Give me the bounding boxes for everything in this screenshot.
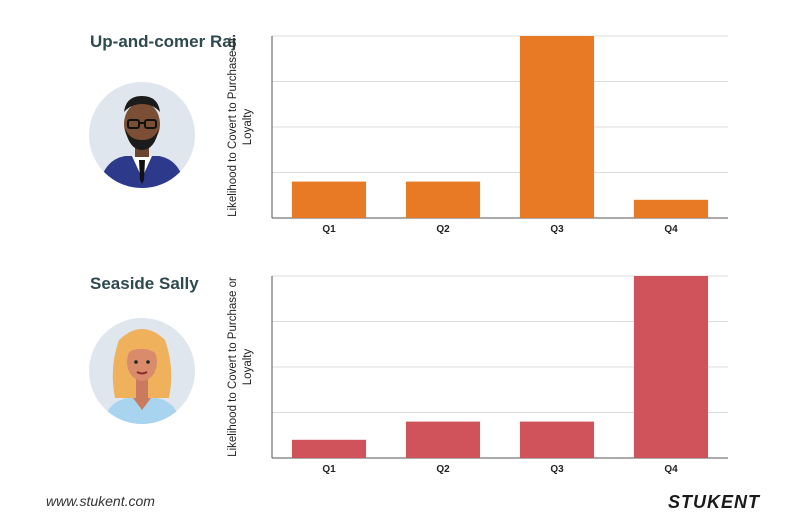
- x-tick-label: Q3: [550, 224, 564, 235]
- x-tick-label: Q4: [664, 464, 678, 475]
- stukent-logo: STUKENT: [668, 492, 760, 512]
- bar-raj-q2: [405, 181, 481, 218]
- bar-chart-sally: Q1 Q2 Q3 Q4: [271, 275, 728, 475]
- y-axis-label-sally: Likelihood to Covert to Purchase or Loya…: [227, 277, 254, 457]
- persona-name-sally: Seaside Sally: [90, 274, 199, 293]
- x-tick-label: Q2: [436, 464, 450, 475]
- bar-chart-raj: Q1 Q2 Q3 Q4: [271, 35, 728, 235]
- x-tick-label: Q2: [436, 224, 450, 235]
- bar-raj-q3: [519, 36, 595, 218]
- x-tick-label: Q3: [550, 464, 564, 475]
- bar-sally-q1: [291, 439, 367, 458]
- x-tick-label: Q4: [664, 224, 678, 235]
- raj-avatar: [89, 82, 195, 188]
- bar-sally-q3: [519, 421, 595, 458]
- bar-sally-q2: [405, 421, 481, 458]
- sally-avatar: [89, 318, 195, 424]
- bar-raj-q4: [633, 199, 709, 218]
- bar-sally-q4: [633, 276, 709, 458]
- bar-raj-q1: [291, 181, 367, 218]
- x-tick-label: Q1: [322, 224, 336, 235]
- x-tick-label: Q1: [322, 464, 336, 475]
- y-axis-label-raj: Likelihood to Covert to Purchase or Loya…: [227, 37, 254, 217]
- persona-name-raj: Up-and-comer Raj: [90, 32, 237, 51]
- footer-url[interactable]: www.stukent.com: [46, 493, 155, 509]
